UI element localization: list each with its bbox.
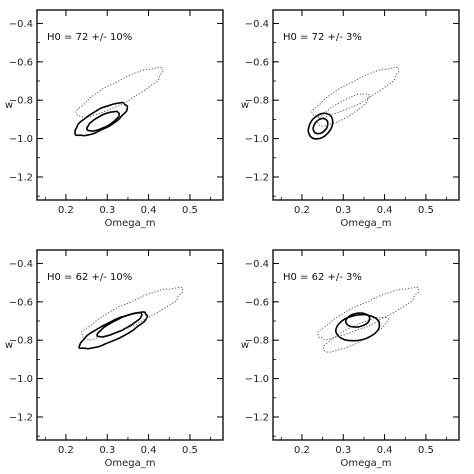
panel-3: 0.2 0.3 0.4 0.5 −1.2 −1.0 −0.8 −0.6 −0.4 Omega_m w… <box>5 249 224 469</box>
y-axis-label: w <box>241 340 249 351</box>
y-tick-label: −0.8 <box>245 96 269 107</box>
plot-frame <box>272 249 460 441</box>
y-tick-label: −0.6 <box>9 57 33 68</box>
y-tick-label: −1.0 <box>245 134 269 145</box>
y-tick-label: −1.2 <box>9 172 33 183</box>
dotted-contour <box>311 66 400 119</box>
solid-contour <box>74 101 129 137</box>
x-tick-label: 0.5 <box>418 445 434 456</box>
x-axis-label: Omega_m <box>105 458 156 469</box>
x-tick-label: 0.3 <box>335 445 351 456</box>
x-tick-label: 0.5 <box>182 445 198 456</box>
x-tick-label: 0.2 <box>294 205 310 216</box>
panel-label: H0 = 62 +/- 10% <box>47 272 132 283</box>
y-tick-label: −1.0 <box>9 134 33 145</box>
solid-contour <box>86 110 120 133</box>
x-axis-label: Omega_m <box>341 218 392 229</box>
x-tick-label: 0.5 <box>182 205 198 216</box>
y-tick-label: −0.8 <box>245 336 269 347</box>
x-tick-label: 0.2 <box>58 205 74 216</box>
y-tick-label: −1.2 <box>245 172 269 183</box>
x-axis-label: Omega_m <box>341 458 392 469</box>
y-tick-label: −0.4 <box>9 259 33 270</box>
plot-frame <box>272 9 460 201</box>
solid-contour <box>307 112 334 140</box>
y-tick-label: −1.2 <box>9 412 33 423</box>
y-tick-label: −0.8 <box>9 96 33 107</box>
y-tick-label: −1.2 <box>245 412 269 423</box>
y-tick-label: −0.6 <box>245 297 269 308</box>
panel-2: 0.2 0.3 0.4 0.5 −1.2 −1.0 −0.8 −0.6 −0.4 Omega_m w… <box>241 9 460 229</box>
y-axis-label: w <box>5 100 13 111</box>
plot-frame <box>36 9 224 201</box>
x-tick-label: 0.2 <box>294 445 310 456</box>
panel-1: 0.2 0.3 0.4 0.5 −1.2 −1.0 −0.8 −0.6 −0.4 Omega_m w… <box>5 9 224 229</box>
panel-label: H0 = 62 +/- 3% <box>283 272 362 283</box>
y-tick-label: −0.4 <box>245 19 269 30</box>
solid-contour <box>96 311 143 338</box>
y-tick-label: −0.8 <box>9 336 33 347</box>
dotted-contour <box>316 93 371 127</box>
x-tick-label: 0.5 <box>418 205 434 216</box>
x-tick-label: 0.3 <box>99 205 115 216</box>
y-tick-label: −0.4 <box>245 259 269 270</box>
solid-contour <box>335 313 381 342</box>
x-tick-label: 0.4 <box>141 205 157 216</box>
y-tick-label: −1.0 <box>9 374 33 385</box>
panel-label: H0 = 72 +/- 10% <box>47 32 132 43</box>
plot-frame <box>36 249 224 441</box>
solid-contour <box>344 312 371 328</box>
solid-contour <box>78 311 149 350</box>
y-tick-label: −0.4 <box>9 19 33 30</box>
x-tick-label: 0.3 <box>99 445 115 456</box>
y-axis-label: w <box>241 100 249 111</box>
x-tick-label: 0.3 <box>335 205 351 216</box>
x-tick-label: 0.2 <box>58 445 74 456</box>
panel-4: 0.2 0.3 0.4 0.5 −1.2 −1.0 −0.8 −0.6 −0.4 Omega_m w… <box>241 249 460 469</box>
y-tick-label: −0.6 <box>245 57 269 68</box>
dotted-contour <box>75 66 164 119</box>
x-tick-label: 0.4 <box>141 445 157 456</box>
x-tick-label: 0.4 <box>377 445 393 456</box>
x-axis-label: Omega_m <box>105 218 156 229</box>
solid-contour <box>312 117 329 135</box>
panel-label: H0 = 72 +/- 3% <box>283 32 362 43</box>
y-tick-label: −0.6 <box>9 297 33 308</box>
x-tick-label: 0.4 <box>377 205 393 216</box>
y-tick-label: −1.0 <box>245 374 269 385</box>
y-axis-label: w <box>5 340 13 351</box>
